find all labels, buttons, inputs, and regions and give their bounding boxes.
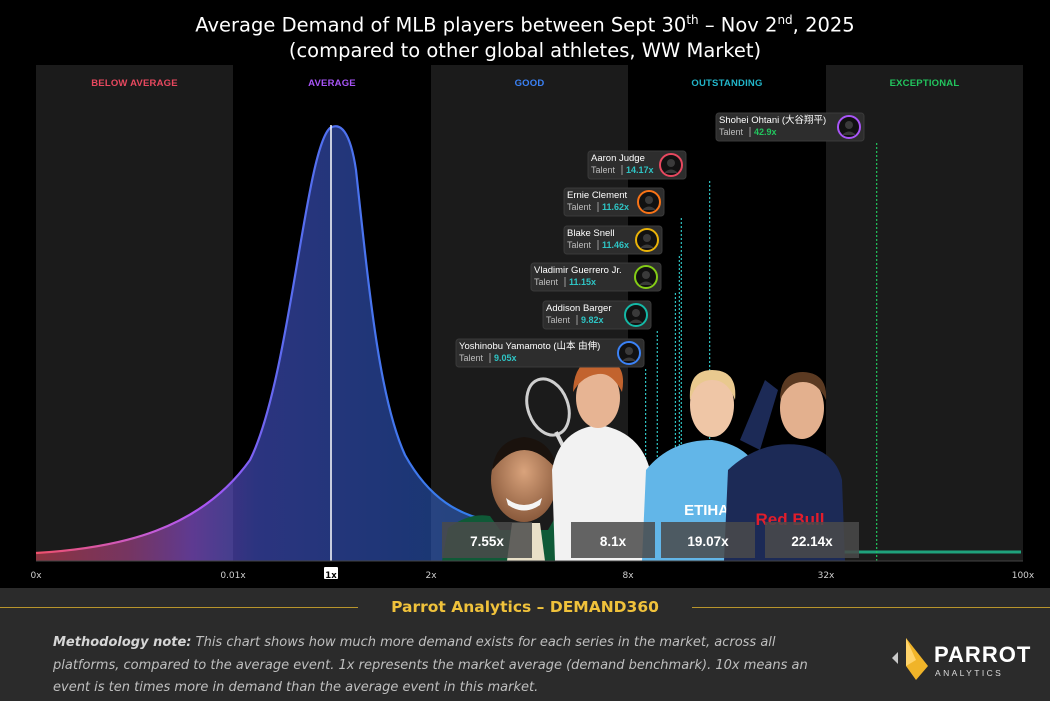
player-category: Talent: [591, 165, 616, 175]
band-label-average: AVERAGE: [308, 78, 356, 89]
player-category: Talent: [567, 202, 592, 212]
player-demand-value: 14.17x: [626, 165, 654, 175]
player-category: Talent: [534, 277, 559, 287]
player-name: Addison Barger: [546, 303, 611, 314]
demand-distribution-chart: BELOW AVERAGE AVERAGE GOOD OUTSTANDING E…: [30, 65, 1035, 581]
player-card-bg: [563, 187, 665, 217]
athlete-demand-value: 7.55x: [470, 534, 504, 549]
player-demand-value: 11.46x: [602, 240, 629, 250]
athlete-value-box: [442, 522, 532, 558]
avatar-head-icon: [625, 347, 633, 355]
x-tick-label-5: 32x: [818, 571, 835, 581]
title-line-1: Average Demand of MLB players between Se…: [195, 13, 855, 37]
x-axis-ticks: 0x 0.01x 1x 2x 8x 32x 100x: [30, 567, 1035, 581]
avatar-head-icon: [632, 309, 640, 317]
player-category: Talent: [546, 315, 571, 325]
band-label-below-average: BELOW AVERAGE: [91, 78, 178, 89]
player-demand-value: 42.9x: [754, 127, 777, 137]
player-card-bg: [542, 300, 652, 330]
athlete-value-labels: 7.55x 8.1x 19.07x 22.14x: [442, 522, 859, 558]
player-demand-value: 9.82x: [581, 315, 604, 325]
x-tick-label-6: 100x: [1012, 571, 1035, 581]
distribution-curve: [35, 125, 491, 555]
avatar-body-icon: [842, 131, 856, 135]
avatar-body-icon: [639, 281, 653, 285]
x-tick-label-1: 0.01x: [220, 571, 246, 581]
player-name: Blake Snell: [567, 228, 615, 239]
title-line-2: (compared to other global athletes, WW M…: [288, 38, 762, 62]
player-name: Aaron Judge: [591, 153, 645, 164]
footer-rule-right: [692, 607, 1050, 608]
x-tick-label-0: 0x: [30, 571, 42, 581]
band-label-exceptional: EXCEPTIONAL: [890, 78, 960, 89]
player-category: Talent: [459, 353, 484, 363]
avatar-body-icon: [629, 319, 643, 323]
player-card-bg: [455, 338, 645, 368]
avatar-head-icon: [645, 196, 653, 204]
athlete-demand-value: 8.1x: [600, 534, 627, 549]
parrot-analytics-logo: PARROT ANALYTICS: [888, 636, 1032, 682]
benchmark-tick-bg: [324, 567, 338, 579]
avatar-body-icon: [640, 244, 654, 248]
player-card-bg: [530, 262, 662, 292]
methodology-note: Methodology note: This chart shows how m…: [53, 632, 813, 700]
footer-rule-left: [0, 607, 358, 608]
avatar-head-icon: [643, 234, 651, 242]
avatar-head-icon: [642, 271, 650, 279]
methodology-body: This chart shows how much more demand ex…: [53, 635, 808, 695]
logo-subtitle: ANALYTICS: [935, 668, 1004, 678]
band-label-outstanding: OUTSTANDING: [691, 78, 762, 89]
player-name: Ernie Clement: [567, 190, 628, 201]
avatar-body-icon: [622, 357, 636, 361]
player-name: Shohei Ohtani (大谷翔平): [719, 114, 826, 126]
athlete-value-box: [765, 522, 859, 558]
player-demand-value: 11.15x: [569, 277, 596, 287]
avatar-head-icon: [667, 159, 675, 167]
player-category: Talent: [719, 127, 744, 137]
methodology-label: Methodology note:: [53, 635, 192, 650]
x-tick-label-4: 8x: [622, 571, 634, 581]
band-label-good: GOOD: [515, 78, 545, 89]
x-tick-label-3: 2x: [425, 571, 437, 581]
x-tick-label-2: 1x: [325, 571, 337, 581]
athlete-value-box: [661, 522, 755, 558]
player-category: Talent: [567, 240, 592, 250]
avatar-head-icon: [845, 121, 853, 129]
avatar-body-icon: [642, 206, 656, 210]
logo-wordmark: PARROT: [934, 642, 1032, 667]
methodology-panel: [0, 626, 1050, 701]
athlete-value-box: [571, 522, 655, 558]
athlete-demand-value: 19.07x: [687, 534, 729, 549]
footer-brand: Parrot Analytics – DEMAND360: [391, 598, 659, 616]
band-exceptional: [826, 65, 1023, 561]
player-card: Yoshinobu Yamamoto (山本 由伸)Talent 9.05x: [455, 338, 645, 368]
player-name: Yoshinobu Yamamoto (山本 由伸): [459, 340, 600, 352]
player-card: Shohei Ohtani (大谷翔平)Talent 42.9x: [715, 112, 865, 142]
band-below-average: [36, 65, 233, 561]
chart-title: Average Demand of MLB players between Se…: [0, 8, 1050, 63]
player-card: Vladimir Guerrero Jr.Talent 11.15x: [530, 262, 662, 292]
player-demand-value: 9.05x: [494, 353, 517, 363]
athlete-demand-value: 22.14x: [791, 534, 833, 549]
player-card-bg: [715, 112, 865, 142]
distribution-area: [36, 126, 495, 562]
player-name: Vladimir Guerrero Jr.: [534, 265, 622, 276]
avatar-body-icon: [664, 169, 678, 173]
parrot-logo-icon: [892, 638, 928, 680]
player-demand-value: 11.62x: [602, 202, 629, 212]
